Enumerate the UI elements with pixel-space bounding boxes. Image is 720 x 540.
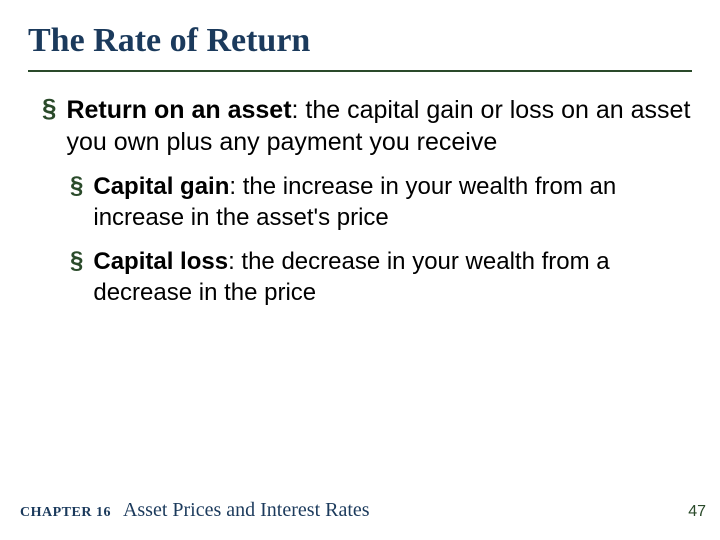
title-underline [28, 70, 692, 72]
footer-left: CHAPTER 16 Asset Prices and Interest Rat… [20, 499, 370, 522]
bullet-sub-2-text: Capital loss: the decrease in your wealt… [93, 247, 692, 308]
page-number: 47 [688, 503, 706, 521]
slide-footer: CHAPTER 16 Asset Prices and Interest Rat… [20, 499, 706, 522]
bullet-main-term: Return on an asset [66, 96, 291, 124]
chapter-label: CHAPTER 16 [20, 505, 111, 521]
bullet-main-text: Return on an asset: the capital gain or … [66, 94, 692, 158]
slide-title: The Rate of Return [28, 22, 692, 60]
bullet-marker-icon: § [70, 247, 83, 275]
bullet-sub-1-text: Capital gain: the increase in your wealt… [93, 172, 692, 233]
bullet-marker-icon: § [70, 172, 83, 200]
bullet-marker-icon: § [42, 94, 56, 124]
bullet-sub-2-term: Capital loss [93, 248, 228, 275]
chapter-title: Asset Prices and Interest Rates [123, 499, 370, 522]
bullet-sub-1-term: Capital gain [93, 173, 229, 200]
bullet-main: § Return on an asset: the capital gain o… [42, 94, 692, 158]
slide: The Rate of Return § Return on an asset:… [0, 0, 720, 540]
bullet-sub-1: § Capital gain: the increase in your wea… [70, 172, 692, 233]
bullet-sub-2: § Capital loss: the decrease in your wea… [70, 247, 692, 308]
